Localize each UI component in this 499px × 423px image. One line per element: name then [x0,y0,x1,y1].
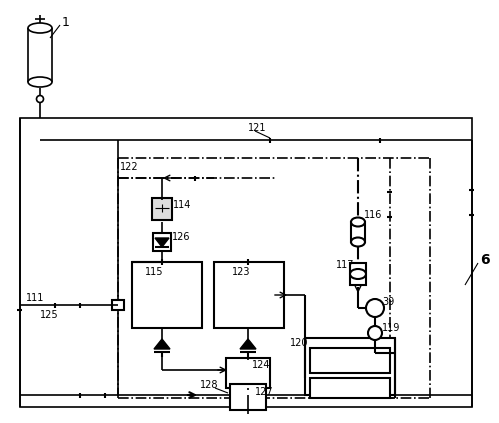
Text: 125: 125 [40,310,58,320]
Bar [230,384,266,410]
Bar [305,338,395,395]
Ellipse shape [28,23,52,33]
Bar [20,118,472,407]
Text: 115: 115 [145,267,164,277]
Bar [152,198,172,220]
Text: 119: 119 [382,323,400,333]
Text: 127: 127 [255,387,273,397]
Bar [350,263,366,285]
Text: 117: 117 [336,260,354,270]
Polygon shape [154,339,170,349]
Text: 124: 124 [252,360,270,370]
Text: 120: 120 [290,338,308,348]
Ellipse shape [351,237,365,247]
Text: 126: 126 [172,232,191,242]
Bar [214,262,284,328]
Ellipse shape [351,217,365,226]
Ellipse shape [28,77,52,87]
Bar [112,300,124,310]
Text: 123: 123 [232,267,250,277]
Text: 111: 111 [26,293,44,303]
Text: 1: 1 [62,16,70,28]
Ellipse shape [36,96,43,102]
Bar [153,233,171,251]
Bar [226,358,270,388]
Text: 128: 128 [200,380,219,390]
Text: 114: 114 [173,200,192,210]
Circle shape [366,299,384,317]
Ellipse shape [350,269,366,279]
Text: 116: 116 [364,210,382,220]
Text: 39: 39 [382,297,394,307]
Text: 122: 122 [120,162,139,172]
Polygon shape [155,238,169,247]
Bar [132,262,202,328]
Bar [351,222,365,242]
Bar [310,378,390,398]
Polygon shape [240,339,256,349]
Text: 6: 6 [480,253,490,267]
Bar [310,348,390,373]
Circle shape [368,326,382,340]
Text: 121: 121 [248,123,266,133]
